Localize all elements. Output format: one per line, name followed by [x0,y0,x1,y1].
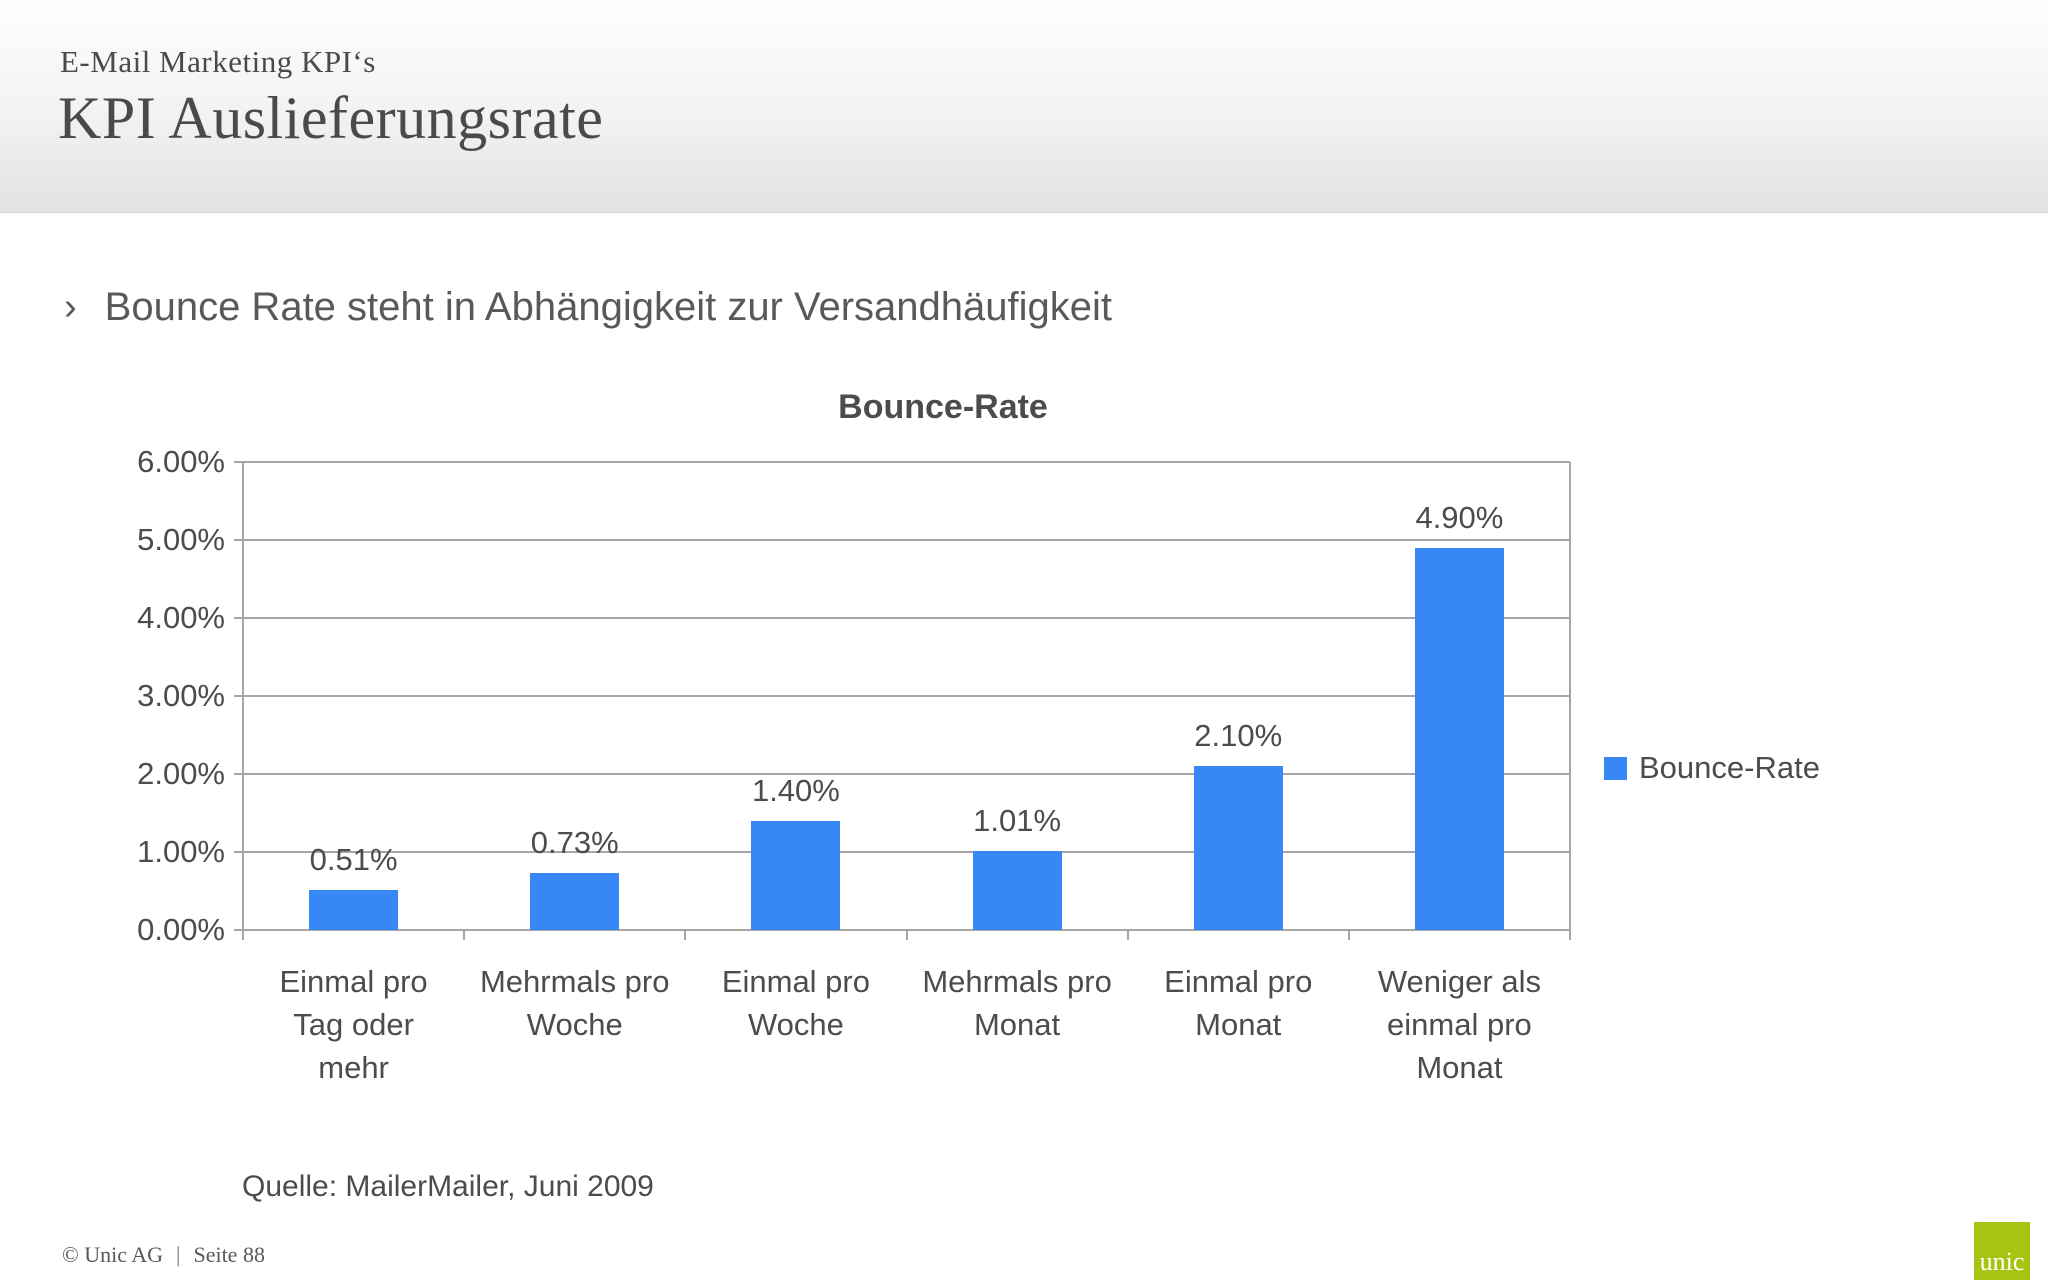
chart-legend: Bounce-Rate [1604,750,1820,786]
gridline [234,695,1570,697]
x-axis-category-label: Mehrmals pro Monat [922,964,1112,1042]
y-axis-label: 0.00% [137,912,225,947]
x-axis-tick [905,930,908,940]
bar-4 [972,851,1062,930]
footer-separator: | [176,1242,181,1267]
source-note: Quelle: MailerMailer, Juni 2009 [242,1170,654,1203]
x-axis-tick [242,930,244,940]
footer-company: © Unic AG [62,1242,164,1267]
x-axis-category-label: Weniger als einmal pro Monat [1377,964,1541,1085]
x-axis-tick [1126,930,1129,940]
gridline [234,461,1570,463]
x-axis-tick [463,930,466,940]
gridline [234,851,1570,853]
bullet-text: Bounce Rate steht in Abhängigkeit zur Ve… [104,285,1112,329]
header-kicker: E-Mail Marketing KPI‘s [60,44,376,79]
legend-swatch [1604,756,1627,780]
bullet-marker-icon: › [64,286,77,328]
x-axis-category-label: Mehrmals pro Woche [479,964,670,1042]
page-title: KPI Auslieferungsrate [58,85,604,151]
footer-page-number: Seite 88 [193,1242,265,1267]
bar-value-label: 4.90% [1415,499,1504,535]
y-axis-line [242,462,244,940]
gridline [234,929,1570,931]
gridline [234,617,1570,619]
bar-5 [1193,766,1283,930]
legend-label: Bounce-Rate [1639,750,1820,785]
bar-value-label: 1.40% [751,772,840,808]
y-axis-label: 6.00% [137,444,225,479]
y-axis-label: 1.00% [137,834,225,869]
unic-logo: unic [1974,1222,2030,1280]
bar-value-label: 0.73% [530,825,619,861]
bar-value-label: 2.10% [1194,718,1283,754]
bar-value-label: 1.01% [973,803,1062,839]
bar-2 [530,873,620,930]
slide-header: E-Mail Marketing KPI‘s KPI Auslieferungs… [0,0,2048,213]
bar-value-label: 0.51% [309,842,398,878]
gridline [234,773,1570,775]
x-axis-tick [1347,930,1350,940]
plot-right-border [1569,462,1571,940]
x-axis-category-label: Einmal pro Monat [1164,964,1313,1042]
y-axis-label: 2.00% [137,756,225,791]
footer-copyright: © Unic AG | Seite 88 [62,1242,265,1268]
bar-6 [1414,547,1504,930]
y-axis-label: 4.00% [137,600,225,635]
bullet-line: › Bounce Rate steht in Abhängigkeit zur … [64,283,1112,331]
bar-3 [751,820,841,930]
bar-1 [309,890,399,930]
x-axis-category-label: Einmal pro Woche [721,964,870,1042]
x-axis-tick [684,930,687,940]
y-axis-label: 5.00% [137,522,225,557]
gridline [234,539,1570,541]
x-axis-category-label: Einmal pro Tag oder mehr [279,964,428,1085]
chart-title: Bounce-Rate [838,388,1048,426]
y-axis-label: 3.00% [137,678,225,713]
x-axis-tick [1569,930,1571,940]
unic-logo-text: unic [1979,1247,2025,1276]
plot-area: 0.00% 1.00% 2.00% 3.00% 4.00% 5.00% 6.00% 0.51%… [137,444,1571,1085]
